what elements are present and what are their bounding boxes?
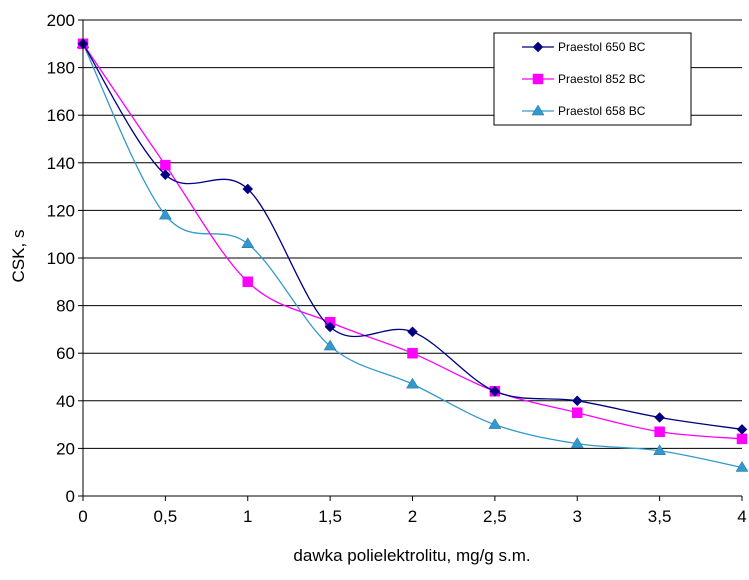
y-tick-label: 100 xyxy=(47,249,75,268)
y-tick-label: 160 xyxy=(47,106,75,125)
series-line xyxy=(82,43,743,431)
data-point xyxy=(407,347,418,359)
x-tick-label: 0,5 xyxy=(154,507,178,526)
x-tick-label: 1 xyxy=(243,507,252,526)
data-point xyxy=(241,237,255,248)
y-axis-title: CSK, s xyxy=(9,230,28,283)
data-point xyxy=(736,424,748,435)
y-tick-label: 80 xyxy=(56,297,75,316)
legend-marker xyxy=(532,41,544,53)
data-point xyxy=(489,385,501,397)
y-tick-label: 120 xyxy=(47,201,75,220)
y-tick-label: 140 xyxy=(47,154,75,173)
series-line xyxy=(82,43,743,440)
data-point xyxy=(324,321,336,333)
data-point xyxy=(654,412,665,423)
x-tick-label: 3 xyxy=(573,507,582,526)
x-tick-label: 0 xyxy=(78,507,87,526)
data-point xyxy=(160,159,171,171)
data-point xyxy=(654,426,665,437)
axes xyxy=(78,19,743,501)
legend-label: Praestol 852 BC xyxy=(558,72,646,86)
tick-labels: 0 20 40 60 80 100 120 140 160 180 200 0 0,5 1 1,5 2 2,5 3… xyxy=(47,11,747,526)
data-point xyxy=(735,460,749,472)
legend-item: Praestol 658 BC xyxy=(522,104,646,118)
data-point xyxy=(406,377,419,389)
legend-label: Praestol 658 BC xyxy=(558,104,646,118)
y-tick-label: 40 xyxy=(56,392,75,411)
y-tick-label: 20 xyxy=(56,439,75,458)
y-tick-label: 180 xyxy=(47,59,75,78)
data-point xyxy=(653,444,667,456)
x-tick-label: 4 xyxy=(737,507,746,526)
legend-item: Praestol 852 BC xyxy=(522,72,646,86)
x-axis-title: dawka polielektrolitu, mg/g s.m. xyxy=(293,546,530,565)
data-point xyxy=(242,276,253,288)
legend-marker xyxy=(531,104,545,116)
data-point xyxy=(572,407,583,418)
legend-label: Praestol 650 BC xyxy=(558,40,646,54)
y-tick-label: 60 xyxy=(56,344,75,363)
gridlines xyxy=(83,19,742,449)
y-tick-label: 200 xyxy=(47,11,75,30)
legend-item: Praestol 650 BC xyxy=(522,40,646,54)
data-point xyxy=(571,395,583,407)
x-tick-label: 3,5 xyxy=(648,507,672,526)
y-tick-label: 0 xyxy=(66,487,75,506)
x-tick-label: 1,5 xyxy=(318,507,342,526)
series-1 xyxy=(77,38,748,435)
data-point xyxy=(242,183,254,195)
x-tick-label: 2,5 xyxy=(483,507,507,526)
x-tick-label: 2 xyxy=(408,507,417,526)
legend-marker xyxy=(532,73,544,85)
data-point xyxy=(488,418,502,429)
legend: Praestol 650 BC Praestol 852 BC Praestol 6… xyxy=(493,32,692,126)
data-point xyxy=(323,339,337,351)
data-point xyxy=(736,433,748,445)
data-point xyxy=(158,208,172,220)
data-point xyxy=(160,169,171,181)
data-point xyxy=(570,437,584,448)
data-point xyxy=(407,326,418,338)
